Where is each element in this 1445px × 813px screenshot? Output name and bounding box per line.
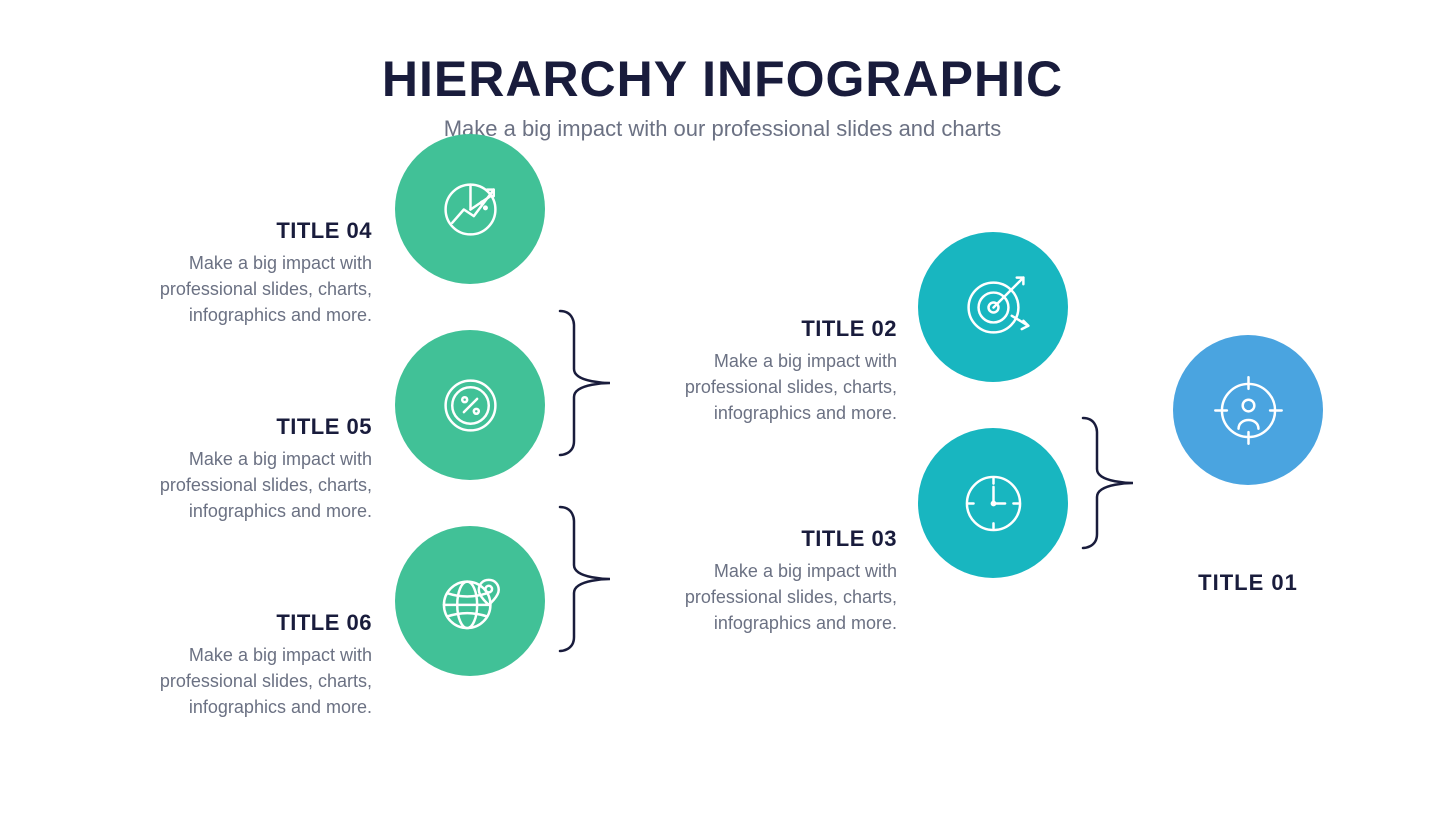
- infographic-stage: HIERARCHY INFOGRAPHIC Make a big impact …: [0, 0, 1445, 813]
- brace-connector: [1083, 418, 1138, 548]
- node-03: [918, 428, 1068, 578]
- crosshair-person-icon: [1173, 335, 1323, 485]
- title-02: TITLE 02: [645, 316, 897, 342]
- brace-connector: [560, 507, 615, 651]
- node-01: [1173, 335, 1323, 485]
- node-02: [918, 232, 1068, 382]
- main-title: HIERARCHY INFOGRAPHIC: [0, 50, 1445, 108]
- title-01: TITLE 01: [1173, 570, 1323, 596]
- header: HIERARCHY INFOGRAPHIC Make a big impact …: [0, 50, 1445, 142]
- title-04: TITLE 04: [120, 218, 372, 244]
- desc-03: Make a big impact with professional slid…: [645, 558, 897, 636]
- text-block-05: TITLE 05 Make a big impact with professi…: [120, 414, 372, 524]
- target-arrow-icon: [918, 232, 1068, 382]
- desc-02: Make a big impact with professional slid…: [645, 348, 897, 426]
- clock-icon: [918, 428, 1068, 578]
- title-05: TITLE 05: [120, 414, 372, 440]
- node-06: [395, 526, 545, 676]
- node-05: [395, 330, 545, 480]
- subtitle: Make a big impact with our professional …: [0, 116, 1445, 142]
- text-block-03: TITLE 03 Make a big impact with professi…: [645, 526, 897, 636]
- text-block-06: TITLE 06 Make a big impact with professi…: [120, 610, 372, 720]
- percent-coin-icon: [395, 330, 545, 480]
- pie-arrow-icon: [395, 134, 545, 284]
- text-block-04: TITLE 04 Make a big impact with professi…: [120, 218, 372, 328]
- brace-connector: [560, 311, 615, 455]
- desc-06: Make a big impact with professional slid…: [120, 642, 372, 720]
- title-03: TITLE 03: [645, 526, 897, 552]
- desc-04: Make a big impact with professional slid…: [120, 250, 372, 328]
- text-block-02: TITLE 02 Make a big impact with professi…: [645, 316, 897, 426]
- desc-05: Make a big impact with professional slid…: [120, 446, 372, 524]
- node-04: [395, 134, 545, 284]
- globe-pin-icon: [395, 526, 545, 676]
- title-06: TITLE 06: [120, 610, 372, 636]
